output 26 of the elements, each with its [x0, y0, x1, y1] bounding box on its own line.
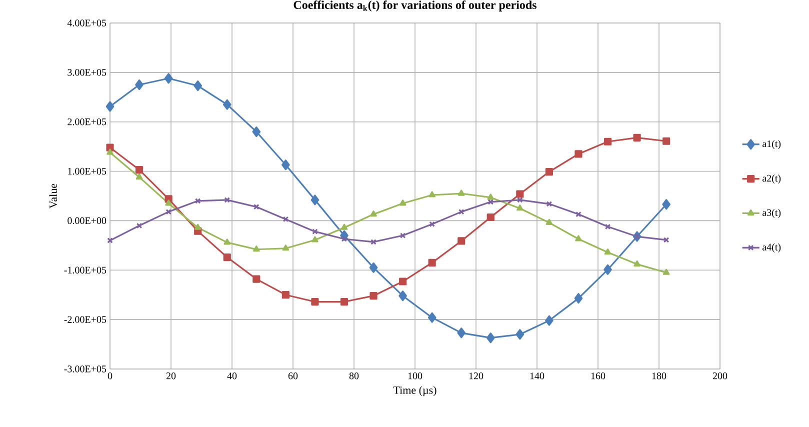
- chart-title: Coefficients a$_{k}$(t) for variations of outer periods: [294, 0, 536, 12]
- y-tick-label: 2.00E+05: [68, 118, 106, 126]
- y-tick-label: 1.00E+05: [68, 168, 106, 175]
- x-tick-label: 100: [408, 372, 422, 380]
- legend-label: a1(t): [762, 140, 781, 150]
- x-tick-label: 120: [469, 372, 484, 380]
- y-tick-label: 4.00E+05: [67, 20, 106, 26]
- x-tick-label: 0: [108, 372, 112, 380]
- y-tick-label: -2.00E+05: [64, 316, 106, 323]
- x-tick-label: 200: [712, 372, 728, 380]
- y-tick-label: 0.00E+00: [68, 217, 106, 224]
- x-tick-label: 160: [591, 372, 606, 380]
- y-axis-title: Value: [49, 184, 58, 208]
- y-tick-label: 3.00E+05: [68, 69, 106, 76]
- x-tick-label: 60: [288, 372, 298, 380]
- x-tick-label: 180: [652, 372, 666, 380]
- x-tick-label: 80: [349, 372, 359, 380]
- legend-label: a2(t): [762, 174, 781, 184]
- legend-label: a3(t): [762, 208, 781, 218]
- x-tick-label: 40: [227, 372, 237, 380]
- x-axis-title: Time (µs): [393, 386, 436, 396]
- y-tick-label: -3.00E+05: [64, 366, 106, 372]
- x-tick-label: 20: [166, 372, 176, 380]
- x-tick-label: 140: [530, 372, 544, 380]
- legend-label: a4(t): [762, 243, 781, 252]
- y-tick-label: -1.00E+05: [64, 266, 106, 274]
